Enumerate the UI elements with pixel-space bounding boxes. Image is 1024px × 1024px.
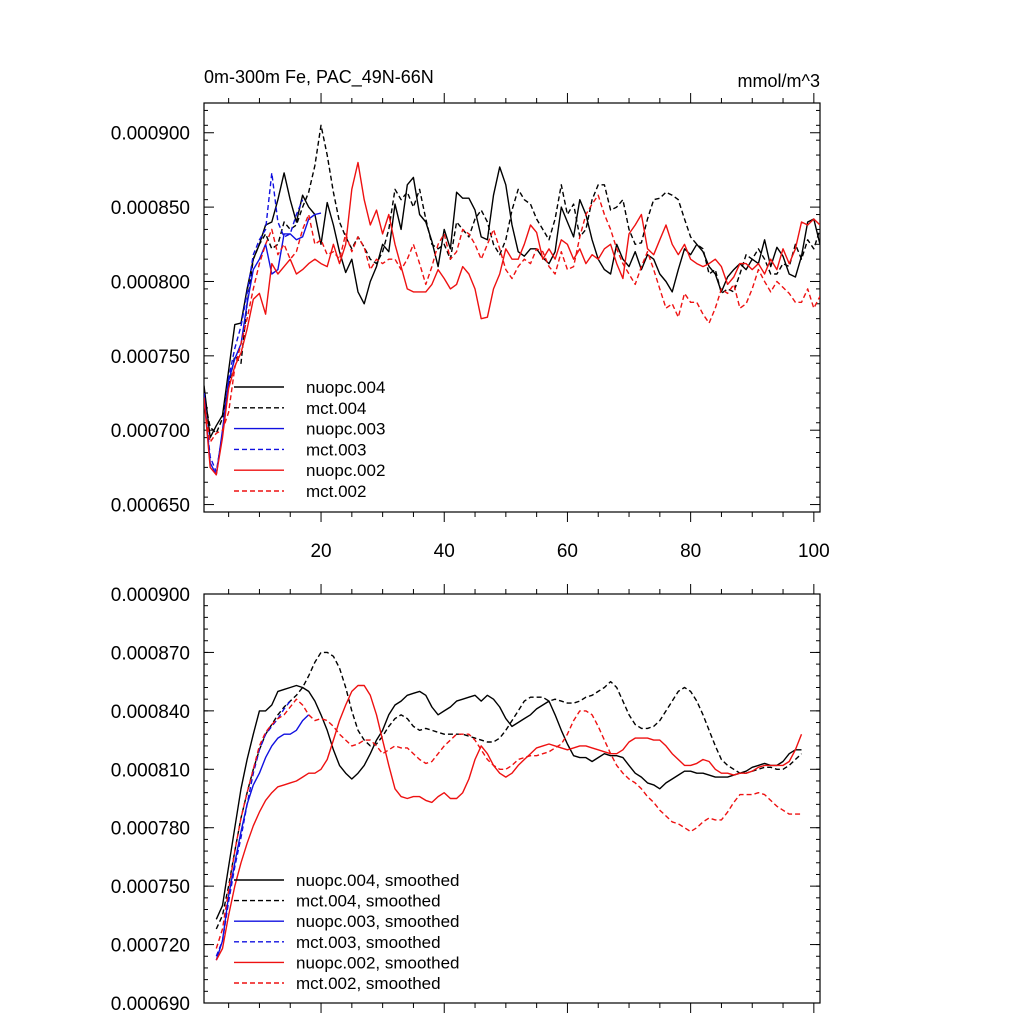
top-x-tick-label: 20 — [310, 541, 331, 562]
top-legend-label: nuopc.004 — [306, 378, 385, 397]
top-chart-units: mmol/m^3 — [738, 71, 820, 91]
bottom-series-line-nuopc-004-smoothed — [215, 684, 802, 920]
bottom-legend-label: nuopc.002, smoothed — [296, 953, 460, 972]
top-chart-panel: 20 40 60 80 100 0.000650 0.000700 0.000750 0.000… — [111, 93, 830, 562]
bottom-y-tick-label: 0.000690 — [111, 994, 190, 1015]
top-legend-label: mct.004 — [306, 399, 366, 418]
top-y-tick-label: 0.000800 — [111, 272, 190, 293]
top-y-tick-label: 0.000650 — [111, 496, 190, 517]
top-y-tick-label: 0.000900 — [111, 124, 190, 145]
bottom-legend-label: mct.002, smoothed — [296, 974, 441, 993]
top-series-line-mct-004 — [204, 124, 820, 434]
bottom-y-tick-label: 0.000750 — [111, 877, 190, 898]
top-plot-frame — [203, 102, 821, 513]
bottom-y-tick-label: 0.000840 — [111, 702, 190, 723]
bottom-series-line-mct-003-smoothed — [215, 700, 291, 957]
top-x-tick-label: 80 — [680, 541, 701, 562]
top-y-tick-label: 0.000700 — [111, 421, 190, 442]
bottom-legend-label: mct.003, smoothed — [296, 933, 441, 952]
top-x-tick-label: 40 — [434, 541, 455, 562]
bottom-y-tick-label: 0.000780 — [111, 819, 190, 840]
bottom-y-tick-label: 0.000810 — [111, 760, 190, 781]
bottom-legend-label: mct.004, smoothed — [296, 892, 441, 911]
bottom-y-tick-label: 0.000720 — [111, 936, 190, 957]
bottom-y-tick-label: 0.000870 — [111, 643, 190, 664]
top-series-line-nuopc-002 — [204, 161, 820, 476]
top-y-tick-label: 0.000750 — [111, 347, 190, 368]
top-series-line-mct-003 — [204, 172, 304, 473]
bottom-chart-panel: 0.000690 0.000720 0.000750 0.000780 0.000810… — [111, 584, 821, 1015]
top-x-tick-label: 60 — [557, 541, 578, 562]
top-chart-title: 0m-300m Fe, PAC_49N-66N — [204, 67, 434, 88]
bottom-y-tick-label: 0.000900 — [111, 585, 190, 606]
top-y-tick-label: 0.000850 — [111, 198, 190, 219]
bottom-series-line-nuopc-002-smoothed — [215, 684, 803, 961]
top-x-tick-label: 100 — [798, 541, 830, 562]
top-legend-label: mct.003 — [306, 440, 366, 459]
top-legend-label: nuopc.003 — [306, 420, 385, 439]
bottom-series-line-nuopc-003-smoothed — [215, 714, 310, 961]
top-legend-label: mct.002 — [306, 482, 366, 501]
bottom-legend-label: nuopc.003, smoothed — [296, 912, 460, 931]
bottom-plot-frame — [203, 593, 821, 1004]
top-series-line-mct-002 — [204, 194, 820, 443]
top-legend-label: nuopc.002 — [306, 461, 385, 480]
bottom-series-line-mct-002-smoothed — [215, 698, 802, 949]
bottom-legend-label: nuopc.004, smoothed — [296, 871, 460, 890]
